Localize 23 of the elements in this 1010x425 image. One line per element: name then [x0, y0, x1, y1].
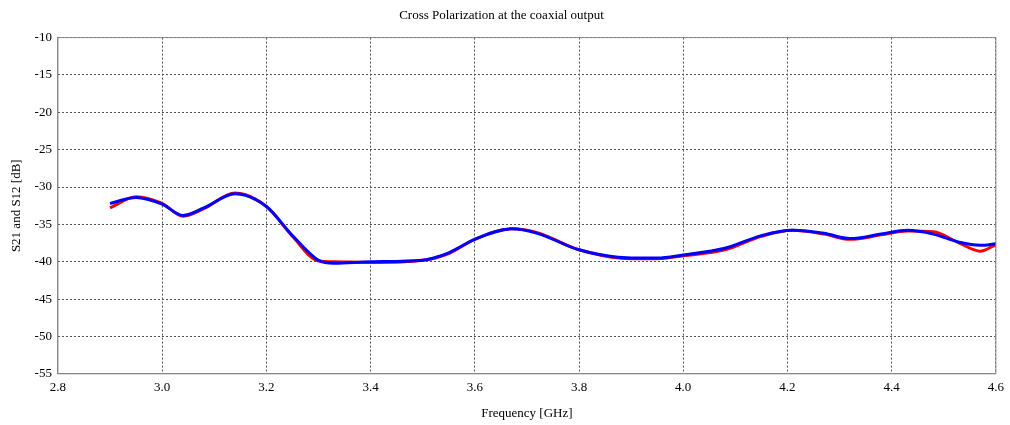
- x-tick-label: 2.8: [49, 379, 67, 395]
- chart-title: Cross Polarization at the coaxial output: [399, 7, 605, 23]
- y-tick-label: -35: [34, 215, 52, 231]
- x-tick-label: 4.6: [987, 379, 1005, 395]
- x-tick-label: 4.0: [675, 379, 692, 395]
- x-tick-label: 3.4: [362, 379, 380, 395]
- x-axis-title: Frequency [GHz]: [481, 404, 573, 420]
- y-tick-label: -15: [34, 66, 52, 82]
- y-tick-label: -20: [34, 103, 52, 119]
- x-tick-label: 4.2: [779, 379, 796, 395]
- x-tick-label: 3.6: [466, 379, 484, 395]
- y-tick-label: -45: [34, 290, 52, 306]
- y-tick-label: -50: [34, 327, 52, 343]
- y-tick-label: -10: [34, 29, 52, 45]
- y-tick-label: -30: [34, 178, 52, 194]
- x-tick-label: 4.4: [883, 379, 901, 395]
- x-tick-label: 3.0: [154, 379, 171, 395]
- y-tick-label: -40: [34, 253, 52, 269]
- y-axis-title: S21 and S12 [dB]: [8, 159, 24, 253]
- y-tick-label: -55: [34, 365, 52, 381]
- x-tick-label: 3.2: [258, 379, 275, 395]
- y-tick-label: -25: [34, 141, 52, 157]
- x-tick-label: 3.8: [570, 379, 588, 395]
